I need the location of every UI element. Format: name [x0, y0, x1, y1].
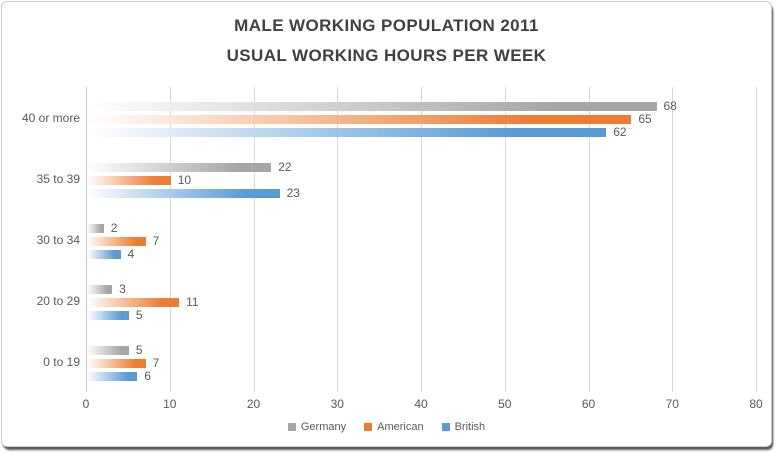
bar-row: 4: [87, 247, 135, 261]
bar-value-label: 11: [186, 295, 199, 309]
bar-british-2: [87, 189, 280, 198]
bar-value-label: 5: [135, 343, 143, 357]
category-label-5: 0 to 19: [43, 354, 80, 369]
category-label-4: 20 to 29: [36, 293, 80, 308]
plot-area: 68 65 62 22 10 23 2 7 4 3 11 5 5 7 6: [86, 87, 757, 392]
bar-group-1: 68 65 62: [86, 87, 756, 148]
category-label-2: 35 to 39: [36, 171, 80, 186]
legend-label-american: American: [377, 421, 424, 433]
gridline-10: [169, 87, 171, 392]
bar-value-label: 65: [638, 112, 652, 126]
chart-title-line1: MALE WORKING POPULATION 2011: [234, 16, 539, 35]
legend-item-american: American: [364, 421, 424, 433]
bar-value-label: 68: [663, 99, 677, 113]
bar-value-label: 3: [119, 282, 126, 296]
bar-germany-2: [87, 163, 272, 172]
bar-value-label: 4: [127, 247, 135, 261]
bar-row: 6: [87, 369, 151, 383]
bar-row: 62: [87, 125, 627, 139]
bar-row: 5: [87, 343, 143, 357]
gridline-50: [504, 87, 506, 392]
bar-american-3: [87, 237, 146, 246]
bar-row: 7: [87, 234, 160, 248]
bar-value-label: 7: [152, 356, 160, 370]
bar-value-label: 5: [135, 308, 143, 322]
x-tick-label-80: 80: [749, 397, 763, 411]
gridline-60: [588, 87, 590, 392]
x-tick-label-10: 10: [163, 397, 177, 411]
gridline-30: [337, 87, 339, 392]
x-tick-label-40: 40: [414, 397, 428, 411]
bar-row: 10: [87, 173, 192, 187]
bar-row: 23: [87, 186, 300, 200]
legend-label-germany: Germany: [300, 421, 347, 433]
legend-swatch-british: [441, 423, 450, 431]
legend-swatch-american: [364, 423, 373, 431]
chart-frame: MALE WORKING POPULATION 2011 USUAL WORKI…: [1, 1, 772, 447]
bar-row: 3: [87, 282, 126, 296]
bar-american-4: [87, 298, 180, 307]
x-tick-label-70: 70: [665, 397, 679, 411]
bar-germany-4: [87, 285, 113, 294]
chart-title-line2: USUAL WORKING HOURS PER WEEK: [226, 46, 547, 65]
bar-row: 2: [87, 221, 118, 235]
bar-germany-5: [87, 346, 129, 355]
legend-label-british: British: [454, 421, 486, 433]
legend-item-british: British: [441, 421, 486, 433]
bar-value-label: 23: [286, 186, 300, 200]
bar-british-1: [87, 128, 607, 137]
bar-american-2: [87, 176, 171, 185]
x-tick-label-20: 20: [246, 397, 261, 411]
x-tick-label-50: 50: [498, 397, 512, 411]
bar-group-2: 22 10 23: [86, 148, 756, 209]
bar-row: 7: [87, 356, 160, 370]
bar-value-label: 6: [144, 369, 151, 383]
bar-value-label: 62: [613, 125, 627, 139]
bar-group-3: 2 7 4: [86, 209, 756, 270]
bar-row: 11: [87, 295, 199, 309]
bar-row: 65: [87, 112, 652, 126]
bar-row: 5: [87, 308, 143, 322]
gridline-80: [756, 87, 757, 392]
bar-row: 68: [87, 99, 677, 113]
gridline-0: [86, 87, 87, 392]
gridline-20: [253, 87, 255, 392]
bar-group-4: 3 11 5: [86, 270, 756, 331]
bar-value-label: 2: [110, 221, 118, 235]
legend-item-germany: Germany: [287, 421, 347, 433]
bar-value-label: 10: [177, 173, 192, 187]
bar-germany-1: [87, 102, 657, 111]
bar-british-5: [87, 372, 138, 381]
bar-row: 22: [87, 160, 292, 174]
legend: Germany American British: [2, 421, 771, 433]
bar-value-label: 7: [152, 234, 160, 248]
x-tick-label-0: 0: [82, 397, 90, 411]
legend-swatch-germany: [287, 423, 296, 431]
bar-american-1: [87, 115, 632, 124]
gridline-70: [672, 87, 674, 392]
bar-germany-3: [87, 224, 104, 233]
x-tick-label-30: 30: [330, 397, 344, 411]
bar-value-label: 22: [278, 160, 292, 174]
bar-british-4: [87, 311, 129, 320]
category-label-3: 30 to 34: [36, 232, 80, 247]
bar-american-5: [87, 359, 146, 368]
bar-british-3: [87, 250, 121, 259]
x-tick-label-60: 60: [581, 397, 596, 411]
chart-title: MALE WORKING POPULATION 2011 USUAL WORKI…: [2, 11, 771, 71]
gridline-40: [421, 87, 422, 392]
category-label-1: 40 or more: [21, 110, 80, 125]
